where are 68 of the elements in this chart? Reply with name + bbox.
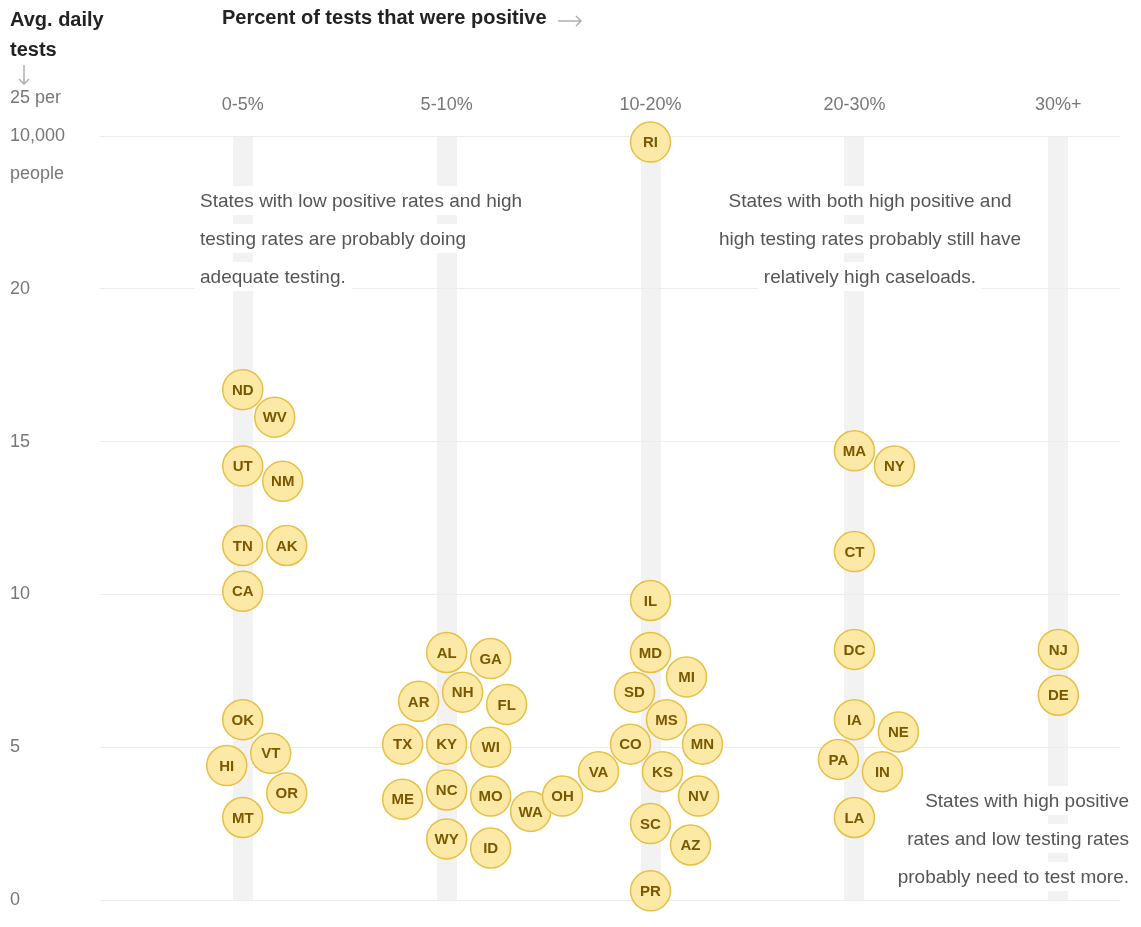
data-label: MT bbox=[231, 808, 254, 826]
data-label: NJ bbox=[1048, 640, 1068, 658]
data-label: OH bbox=[551, 787, 574, 805]
y-tick-label: 10 bbox=[10, 583, 31, 604]
data-label: SD bbox=[624, 683, 646, 701]
data-label: IA bbox=[846, 710, 863, 728]
data-label: MA bbox=[842, 441, 867, 459]
data-label: OR bbox=[275, 784, 299, 802]
data-label: GA bbox=[479, 649, 503, 667]
data-label: WA bbox=[518, 802, 543, 820]
data-label: IN bbox=[874, 762, 890, 780]
data-label: NY bbox=[884, 457, 905, 475]
data-label: NV bbox=[688, 787, 709, 805]
data-label: AL bbox=[436, 643, 457, 661]
y-tick-label: 25 per 10,000 people bbox=[10, 87, 66, 183]
data-label: NC bbox=[435, 781, 458, 799]
data-label: CT bbox=[844, 542, 865, 560]
data-label: UT bbox=[232, 457, 253, 475]
x-tick-label: 30%+ bbox=[1035, 94, 1082, 115]
data-label: DC bbox=[843, 640, 866, 658]
y-tick-label: 20 bbox=[10, 277, 31, 298]
data-label: WV bbox=[262, 408, 287, 426]
data-label: SC bbox=[640, 814, 662, 832]
y-tick-label: 0 bbox=[10, 888, 21, 909]
x-axis-title: Percent of tests that were positive bbox=[222, 5, 547, 30]
data-label: HI bbox=[219, 756, 235, 774]
data-label: CA bbox=[231, 582, 254, 600]
data-label: MI bbox=[678, 668, 695, 686]
x-tick-label: 10-20% bbox=[619, 94, 682, 115]
x-tick-label: 5-10% bbox=[420, 94, 473, 115]
data-label: AK bbox=[275, 536, 298, 554]
x-tick-label: 0-5% bbox=[221, 94, 264, 115]
y-axis-title: Avg. daily tests bbox=[10, 7, 105, 62]
data-label: ID bbox=[483, 839, 499, 857]
data-label: DE bbox=[1047, 686, 1069, 704]
data-label: CO bbox=[619, 735, 643, 753]
data-label: MO bbox=[478, 787, 504, 805]
data-label: WI bbox=[481, 738, 500, 756]
data-label: PR bbox=[640, 881, 662, 899]
data-label: PA bbox=[828, 750, 849, 768]
y-tick-label: 5 bbox=[10, 736, 21, 757]
annotation: States with low positive rates and high testing rates are probably doing adequate testing. bbox=[194, 186, 529, 291]
data-label: LA bbox=[844, 808, 865, 826]
data-label: AR bbox=[407, 692, 430, 710]
x-tick-label: 20-30% bbox=[823, 94, 886, 115]
data-label: FL bbox=[497, 695, 516, 713]
data-label: AZ bbox=[680, 836, 701, 854]
data-label: KS bbox=[652, 762, 673, 780]
data-label: MN bbox=[690, 735, 715, 753]
annotation: States with high positive rates and low testing rates probably need to test more. bbox=[891, 786, 1135, 891]
data-label: NH bbox=[451, 683, 474, 701]
data-label: RI bbox=[643, 133, 659, 151]
annotation: States with both high positive and high testing rates probably still have relatively high caseloads. bbox=[712, 186, 1028, 291]
data-label: MD bbox=[638, 643, 663, 661]
data-label: IL bbox=[643, 591, 658, 609]
data-label: MS bbox=[655, 710, 678, 728]
data-label: NM bbox=[271, 472, 295, 490]
data-label: VT bbox=[261, 744, 281, 762]
y-tick-label: 15 bbox=[10, 430, 31, 451]
data-label: VA bbox=[588, 762, 609, 780]
data-label: OK bbox=[231, 710, 255, 728]
data-label: ND bbox=[231, 380, 254, 398]
data-label: ME bbox=[391, 790, 414, 808]
data-label: KY bbox=[436, 735, 458, 753]
data-label: NE bbox=[888, 723, 909, 741]
data-label: TX bbox=[393, 735, 413, 753]
data-label: WY bbox=[434, 830, 459, 848]
data-label: TN bbox=[232, 536, 253, 554]
